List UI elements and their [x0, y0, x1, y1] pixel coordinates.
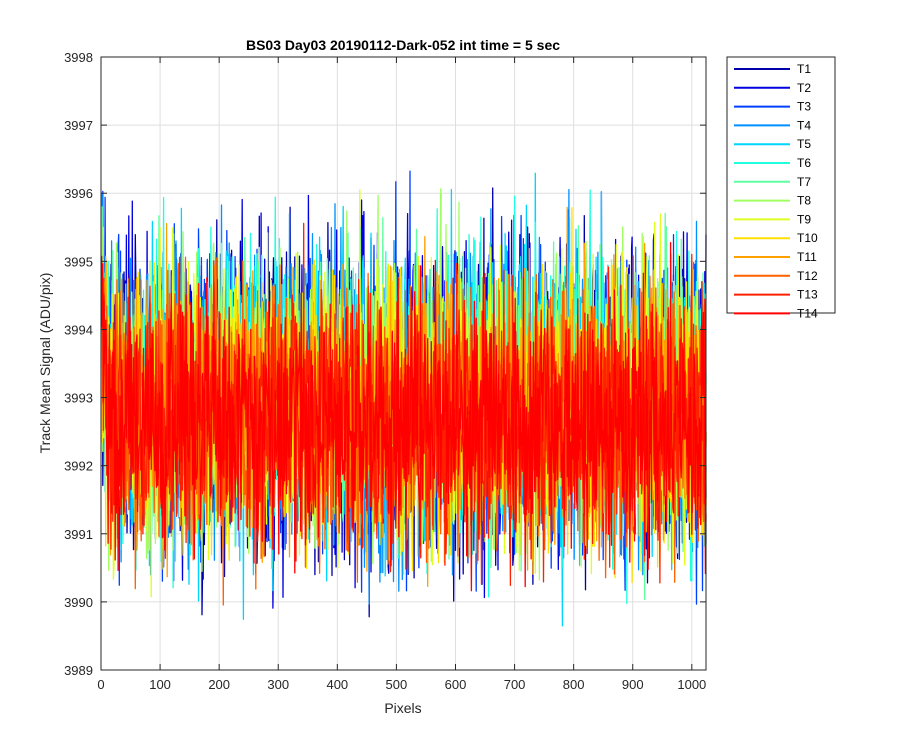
legend-label: T1 [797, 62, 811, 76]
y-tick-label: 3992 [64, 459, 93, 474]
y-tick-label: 3996 [64, 186, 93, 201]
x-tick-label: 500 [386, 677, 408, 692]
y-tick-label: 3998 [64, 50, 93, 65]
series-line-t14 [100, 241, 707, 592]
x-tick-label: 600 [445, 677, 467, 692]
y-tick-label: 3994 [64, 322, 93, 337]
y-tick-label: 3989 [64, 663, 93, 678]
y-tick-labels: 3989 3990 3991 3992 3993 3994 3995 3996 3997 3998 [64, 50, 93, 678]
y-tick-label: 3991 [64, 527, 93, 542]
legend-label: T13 [797, 288, 818, 302]
chart-title: BS03 Day03 20190112-Dark-052 int time = … [246, 37, 560, 53]
x-tick-label: 900 [622, 677, 644, 692]
legend-label: T7 [797, 175, 811, 189]
x-tick-label: 700 [504, 677, 526, 692]
legend-label: T14 [797, 306, 818, 320]
y-tick-label: 3995 [64, 254, 93, 269]
legend-label: T11 [797, 250, 817, 264]
x-tick-label: 300 [267, 677, 289, 692]
x-tick-label: 0 [97, 677, 104, 692]
legend-label: T9 [797, 212, 811, 226]
series-layer [100, 170, 707, 627]
ticks [100, 56, 706, 671]
plot-frame [100, 56, 707, 671]
legend-label: T3 [797, 100, 811, 114]
legend-label: T5 [797, 137, 811, 151]
y-tick-label: 3993 [64, 391, 93, 406]
legend-label: T12 [797, 269, 818, 283]
y-axis-label: Track Mean Signal (ADU/pix) [37, 273, 53, 454]
x-tick-label: 200 [208, 677, 230, 692]
y-tick-label: 3997 [64, 118, 93, 133]
legend-label: T6 [797, 156, 811, 170]
x-tick-label: 100 [149, 677, 171, 692]
x-axis-label: Pixels [384, 700, 421, 716]
legend-label: T4 [797, 118, 811, 132]
x-tick-label: 800 [563, 677, 585, 692]
x-tick-labels: 0 100 200 300 400 500 600 700 800 900 1000 [97, 677, 706, 692]
legend: T1 T2 T3 T4 T5 T6 T7 T8 T9 T10 T11 T12 T13 T14 [726, 56, 836, 320]
legend-label: T2 [797, 81, 811, 95]
legend-label: T8 [797, 194, 811, 208]
legend-box [726, 56, 836, 314]
x-tick-label: 400 [326, 677, 348, 692]
x-tick-label: 1000 [677, 677, 706, 692]
legend-items: T1 T2 T3 T4 T5 T6 T7 T8 T9 T10 T11 T12 T13 T14 [734, 62, 818, 320]
y-tick-label: 3990 [64, 595, 93, 610]
legend-label: T10 [797, 231, 818, 245]
